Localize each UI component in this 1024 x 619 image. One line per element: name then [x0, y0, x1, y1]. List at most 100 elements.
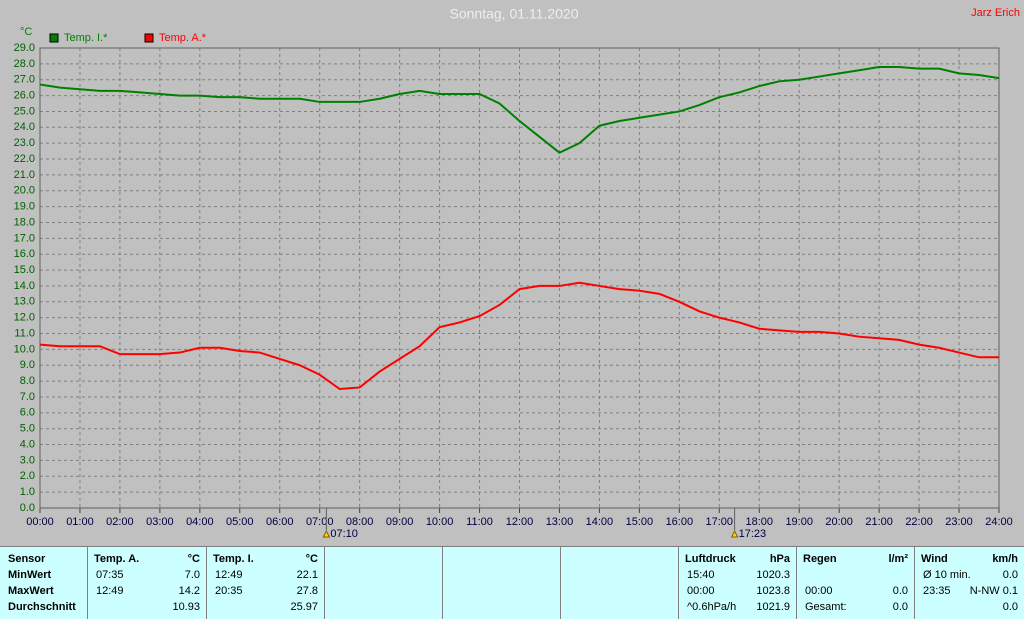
table-cell: MaxWert: [8, 585, 54, 597]
table-block: Wind km/h Ø 10 min. 0.0 23:35 N-NW 0.1 0.0: [914, 547, 1024, 619]
table-cell: MinWert: [8, 569, 52, 581]
x-tick-label: 13:00: [546, 516, 574, 528]
x-tick-label: 07:00: [306, 516, 334, 528]
y-tick-label: 18.0: [14, 216, 35, 228]
y-tick-label: 14.0: [14, 280, 35, 292]
y-tick-label: 24.0: [14, 121, 35, 133]
y-tick-label: 2.0: [20, 470, 35, 482]
sun-marker: [730, 529, 739, 538]
table-cell: 1020.3: [756, 569, 790, 581]
y-tick-label: 26.0: [14, 89, 35, 101]
y-tick-label: 8.0: [20, 375, 35, 387]
table-cell: Luftdruck: [685, 553, 736, 565]
table-cell: 7.0: [184, 569, 200, 581]
x-tick-label: 18:00: [745, 516, 773, 528]
table-cell: 25.97: [290, 601, 318, 613]
y-tick-label: 27.0: [14, 74, 35, 86]
data-line: [39, 66, 1000, 154]
y-tick-label: 19.0: [14, 201, 35, 213]
table-cell: 0.0: [1002, 569, 1018, 581]
table-cell: Wind: [921, 553, 948, 565]
x-tick-label: 03:00: [146, 516, 174, 528]
x-tick-label: 24:00: [985, 516, 1013, 528]
y-tick-label: 12.0: [14, 312, 35, 324]
y-tick-label: 25.0: [14, 105, 35, 117]
y-tick-label: 11.0: [14, 327, 35, 339]
table-cell: 0.0: [892, 601, 908, 613]
table-cell: 1023.8: [756, 585, 790, 597]
y-tick-label: 13.0: [14, 296, 35, 308]
y-tick-label: 3.0: [20, 454, 35, 466]
y-tick-label: 22.0: [14, 153, 35, 165]
x-tick-label: 06:00: [266, 516, 294, 528]
x-tick-label: 20:00: [825, 516, 853, 528]
x-tick-label: 14:00: [586, 516, 614, 528]
table-cell: 27.8: [296, 585, 318, 597]
table-cell: 23:35: [923, 585, 951, 597]
legend-label: Temp. A.*: [159, 32, 207, 44]
sun-marker: [322, 529, 331, 538]
y-tick-label: 16.0: [14, 248, 35, 260]
table-cell: 15:40: [687, 569, 715, 581]
table-cell: Sensor: [8, 553, 46, 565]
table-cell: hPa: [769, 553, 790, 565]
table-cell: 0.0: [1002, 601, 1018, 613]
table-block: [442, 547, 560, 619]
x-tick-label: 11:00: [466, 516, 493, 528]
table-cell: 0.0: [892, 585, 908, 597]
y-tick-label: 29.0: [14, 42, 35, 54]
x-tick-label: 15:00: [626, 516, 654, 528]
x-tick-label: 01:00: [66, 516, 94, 528]
x-tick-label: 23:00: [945, 516, 973, 528]
x-tick-label: 05:00: [226, 516, 254, 528]
table-cell: km/h: [992, 553, 1018, 565]
y-tick-label: 5.0: [20, 423, 35, 435]
y-tick-label: 4.0: [20, 438, 35, 450]
x-tick-label: 09:00: [386, 516, 414, 528]
table-block: Temp. I. °C 12:49 22.1 20:35 27.8 25.97: [206, 547, 324, 619]
table-cell: 07:35: [96, 569, 124, 581]
x-tick-label: 19:00: [785, 516, 813, 528]
y-tick-label: 1.0: [20, 486, 35, 498]
annotation-label: 17:23: [739, 528, 767, 540]
y-axis-label: °C: [20, 26, 32, 38]
x-tick-label: 02:00: [106, 516, 134, 528]
x-tick-label: 17:00: [706, 516, 734, 528]
table-block: Regen l/m² 00:00 0.0 Gesamt: 0.0: [796, 547, 914, 619]
y-tick-label: 6.0: [20, 407, 35, 419]
table-cell: Durchschnitt: [8, 601, 76, 613]
y-tick-label: 21.0: [14, 169, 35, 181]
table-cell: °C: [187, 553, 200, 565]
table-block: Sensor MinWert MaxWert Durchschnitt: [0, 547, 87, 619]
table-cell: 12:49: [96, 585, 124, 597]
chart: Sonntag, 01.11.2020 Jarz Erich °C 0.0 1.0…: [14, 6, 1020, 540]
table-cell: 10.93: [172, 601, 200, 613]
x-tick-label: 22:00: [905, 516, 933, 528]
summary-table: Sensor MinWert MaxWert Durchschnitt Temp. A.…: [0, 546, 1024, 619]
y-tick-label: 23.0: [14, 137, 35, 149]
table-cell: l/m²: [888, 553, 908, 565]
y-tick-label: 0.0: [20, 502, 35, 514]
table-cell: Temp. A.: [94, 553, 140, 565]
legend-swatch: [49, 33, 59, 43]
y-tick-label: 15.0: [14, 264, 35, 276]
x-tick-label: 10:00: [426, 516, 454, 528]
table-cell: 22.1: [296, 569, 318, 581]
table-cell: 00:00: [805, 585, 833, 597]
x-tick-label: 12:00: [506, 516, 534, 528]
table-cell: 14.2: [178, 585, 200, 597]
y-tick-label: 20.0: [14, 185, 35, 197]
table-block: Luftdruck hPa 15:40 1020.3 00:00 1023.8 ^0.6hP…: [678, 547, 796, 619]
table-block: Temp. A. °C 07:35 7.0 12:49 14.2 10.93: [87, 547, 206, 619]
x-tick-label: 00:00: [26, 516, 54, 528]
table-cell: Gesamt:: [805, 601, 847, 613]
data-line: [39, 281, 999, 391]
table-cell: ^0.6hPa/h: [687, 601, 737, 613]
table-cell: Temp. I.: [213, 553, 254, 565]
annotation-label: 07:10: [330, 528, 358, 540]
x-tick-label: 21:00: [865, 516, 893, 528]
y-tick-label: 17.0: [14, 232, 35, 244]
table-cell: N-NW 0.1: [969, 585, 1018, 597]
table-cell: 20:35: [215, 585, 243, 597]
